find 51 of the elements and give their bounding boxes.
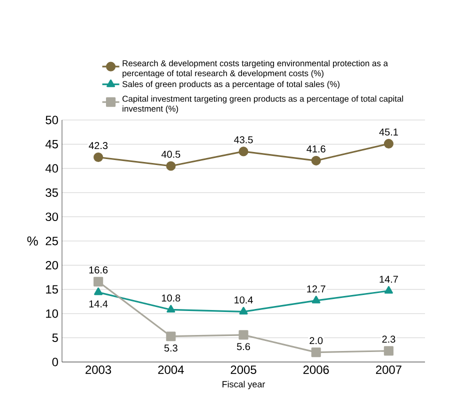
legend-label: Capital investment targeting green products as a percentage of total capital investment (%) (122, 96, 403, 114)
point (384, 346, 394, 356)
x-axis-title: Fiscal year (222, 380, 266, 390)
legend-label: Research & development costs targeting environmental protection as a percentage of total research & development costs (%) (122, 60, 388, 78)
y-tick-label: 45 (45, 140, 58, 148)
point (311, 156, 321, 166)
data-label: 12.7 (307, 285, 326, 292)
x-tick-label: 2007 (376, 366, 402, 374)
x-tick-label: 2004 (158, 366, 184, 374)
y-axis-title: % (27, 236, 38, 246)
point (166, 332, 176, 342)
point (384, 286, 393, 294)
y-tick-label: 5 (52, 334, 58, 342)
legend-label: Sales of green products as a percentage of total sales (%) (122, 80, 340, 89)
y-tick-label: 40 (45, 164, 58, 173)
data-label: 40.5 (161, 150, 180, 158)
y-tick-label: 0 (52, 358, 58, 366)
y-tick-label: 25 (46, 236, 58, 246)
point (94, 276, 104, 286)
data-label: 2.0 (310, 337, 323, 344)
y-tick-label: 35 (46, 188, 58, 197)
y-tick-label: 15 (46, 285, 58, 294)
data-label: 14.4 (89, 300, 108, 308)
data-label: 5.6 (236, 343, 250, 350)
point (384, 138, 394, 148)
data-label: 16.6 (89, 266, 108, 274)
y-tick-label: 50 (46, 116, 58, 124)
point (166, 304, 176, 313)
point (239, 306, 248, 314)
data-label: 10.8 (162, 294, 180, 302)
point (238, 330, 248, 340)
y-tick-label: 30 (46, 212, 58, 222)
data-label: 42.3 (88, 142, 108, 150)
y-tick-label: 20 (46, 260, 58, 270)
point (312, 296, 320, 304)
data-label: 41.6 (306, 145, 326, 152)
x-tick-label: 2005 (230, 366, 256, 374)
point (238, 146, 248, 156)
data-label: 5.3 (164, 344, 178, 352)
data-label: 43.5 (234, 136, 253, 144)
point (94, 152, 104, 162)
data-label: 2.3 (382, 336, 396, 343)
x-tick-label: 2006 (303, 366, 329, 374)
data-label: 14.7 (380, 276, 398, 283)
point (94, 288, 103, 296)
data-label: 10.4 (234, 296, 253, 304)
data-label: 45.1 (379, 128, 398, 136)
point (166, 161, 176, 171)
y-tick-label: 10 (46, 309, 58, 318)
x-tick-label: 2003 (86, 366, 112, 374)
point (311, 348, 321, 358)
